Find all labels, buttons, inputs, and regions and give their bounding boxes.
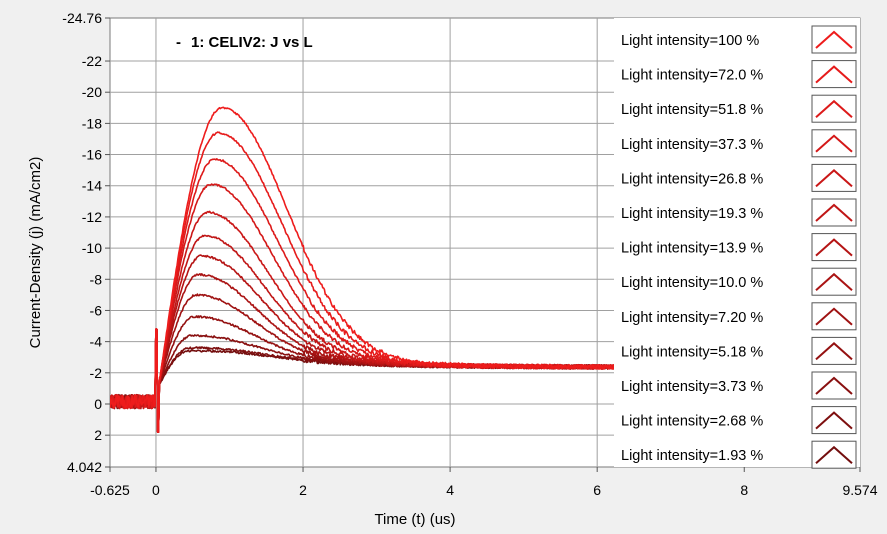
legend-line-icon — [815, 65, 853, 84]
legend-swatch[interactable] — [811, 198, 857, 227]
y-tick-label: -14 — [82, 178, 102, 194]
y-tick-label: -20 — [82, 84, 102, 100]
legend-line-icon — [815, 134, 853, 153]
legend-label: Light intensity=2.68 % — [621, 414, 763, 430]
x-axis-title: Time (t) (us) — [374, 511, 455, 528]
annotation-label: 1: CELIV2: J vs L — [191, 34, 313, 51]
y-tick-label: -2 — [90, 365, 103, 381]
legend-item[interactable]: Light intensity=13.9 % — [621, 233, 857, 262]
legend-line-icon — [815, 307, 853, 326]
x-tick-label: 2 — [299, 482, 307, 498]
plot-series — [110, 106, 614, 433]
legend-item[interactable]: Light intensity=3.73 % — [621, 371, 857, 400]
legend-label: Light intensity=19.3 % — [621, 206, 763, 222]
legend-label: Light intensity=26.8 % — [621, 171, 763, 187]
y-tick-label: 0 — [94, 396, 102, 412]
y-tick-label: -6 — [90, 302, 103, 318]
x-tick-label: 9.574 — [842, 482, 877, 498]
y-tick-label: -12 — [82, 209, 102, 225]
legend-item[interactable]: Light intensity=26.8 % — [621, 163, 857, 192]
legend-line-icon — [815, 342, 853, 361]
y-tick-label: -16 — [82, 147, 102, 163]
legend-label: Light intensity=7.20 % — [621, 310, 763, 326]
legend-swatch[interactable] — [811, 60, 857, 89]
legend-line-icon — [815, 30, 853, 49]
legend-swatch[interactable] — [811, 233, 857, 262]
legend[interactable]: Light intensity=100 % Light intensity=72.… — [614, 18, 860, 469]
y-tick-label: 4.042 — [67, 459, 102, 475]
y-tick-label: -10 — [82, 240, 102, 256]
legend-line-icon — [815, 99, 853, 118]
y-tick-label: -24.76 — [62, 10, 102, 26]
y-axis-title: Current-Density (j) (mA/cm2) — [27, 157, 44, 349]
annotation: - 1: CELIV2: J vs L — [176, 34, 313, 51]
legend-item[interactable]: Light intensity=10.0 % — [621, 267, 857, 296]
legend-label: Light intensity=13.9 % — [621, 241, 763, 257]
legend-item[interactable]: Light intensity=2.68 % — [621, 406, 857, 435]
legend-swatch[interactable] — [811, 440, 857, 469]
legend-label: Light intensity=72.0 % — [621, 68, 763, 84]
legend-item[interactable]: Light intensity=5.18 % — [621, 336, 857, 365]
legend-line-icon — [815, 238, 853, 257]
legend-swatch[interactable] — [811, 94, 857, 123]
legend-line-icon — [815, 445, 853, 464]
y-tick-label: -18 — [82, 115, 102, 131]
x-tick-label: 8 — [740, 482, 748, 498]
y-tick-label: -4 — [90, 334, 103, 350]
legend-item[interactable]: Light intensity=1.93 % — [621, 440, 857, 469]
legend-label: Light intensity=10.0 % — [621, 275, 763, 291]
legend-swatch[interactable] — [811, 406, 857, 435]
x-tick-label: -0.625 — [90, 482, 130, 498]
legend-line-icon — [815, 411, 853, 430]
legend-line-icon — [815, 203, 853, 222]
legend-label: Light intensity=100 % — [621, 33, 759, 49]
legend-label: Light intensity=1.93 % — [621, 448, 763, 464]
legend-line-icon — [815, 169, 853, 188]
legend-swatch[interactable] — [811, 25, 857, 54]
legend-line-icon — [815, 272, 853, 291]
annotation-marker: - — [176, 34, 181, 51]
y-tick-label: -22 — [82, 53, 102, 69]
axis-ticks: -24.76-22-20-18-16-14-12-10-8-6-4-2024.0… — [62, 10, 877, 498]
legend-line-icon — [815, 376, 853, 395]
legend-label: Light intensity=3.73 % — [621, 379, 763, 395]
legend-item[interactable]: Light intensity=19.3 % — [621, 198, 857, 227]
x-tick-label: 6 — [593, 482, 601, 498]
y-tick-label: -8 — [90, 271, 103, 287]
legend-label: Light intensity=5.18 % — [621, 344, 763, 360]
y-tick-label: 2 — [94, 427, 102, 443]
x-tick-label: 0 — [152, 482, 160, 498]
legend-swatch[interactable] — [811, 371, 857, 400]
legend-item[interactable]: Light intensity=100 % — [621, 25, 857, 54]
legend-label: Light intensity=37.3 % — [621, 137, 763, 153]
x-tick-label: 4 — [446, 482, 454, 498]
series-line — [110, 106, 614, 433]
legend-swatch[interactable] — [811, 336, 857, 365]
legend-item[interactable]: Light intensity=7.20 % — [621, 302, 857, 331]
legend-label: Light intensity=51.8 % — [621, 102, 763, 118]
legend-swatch[interactable] — [811, 302, 857, 331]
legend-item[interactable]: Light intensity=37.3 % — [621, 129, 857, 158]
grid-lines — [110, 18, 860, 467]
legend-item[interactable]: Light intensity=51.8 % — [621, 94, 857, 123]
legend-item[interactable]: Light intensity=72.0 % — [621, 60, 857, 89]
legend-swatch[interactable] — [811, 163, 857, 192]
series-group — [110, 106, 614, 433]
legend-swatch[interactable] — [811, 267, 857, 296]
legend-swatch[interactable] — [811, 129, 857, 158]
